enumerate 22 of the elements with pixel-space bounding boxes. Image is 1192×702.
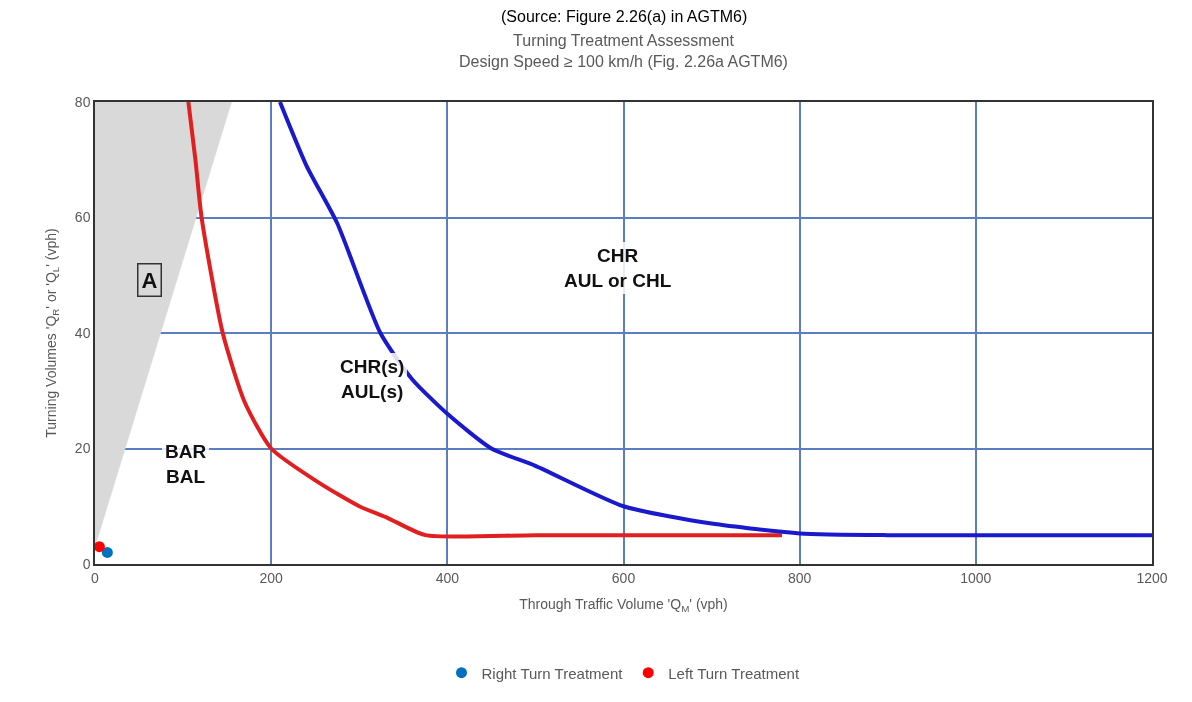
- line-series: [277, 102, 1152, 538]
- y-tick-label: 60: [74, 209, 91, 226]
- chart-title: Turning Treatment Assessment: [513, 32, 735, 49]
- x-tick-label: 600: [611, 569, 636, 586]
- chart-subtitle: Design Speed ≥ 100 km/h (Fig. 2.26a AGTM6): [459, 52, 788, 70]
- annotation: CHR AUL or CHL: [564, 245, 672, 291]
- annotation: A: [141, 267, 158, 293]
- y-tick-label: 40: [74, 324, 91, 341]
- annotation: BAR BAL: [165, 441, 207, 487]
- x-tick-label: 400: [435, 569, 460, 586]
- y-tick-label: 20: [74, 440, 91, 457]
- y-tick-label: 0: [82, 555, 91, 572]
- x-tick-label: 200: [259, 569, 284, 586]
- legend-label: Right Turn Treatment: [481, 664, 624, 682]
- x-axis-title: Through Traffic Volume 'Q$_{M}$' (vph): [519, 596, 728, 615]
- x-tick-label: 1000: [960, 569, 992, 586]
- x-tick-label: 1200: [1136, 569, 1168, 586]
- x-tick-label: 800: [787, 569, 812, 586]
- text: (Source: Figure 2.26(a) in AGTM6): [501, 8, 748, 25]
- annotation: CHR(s) AUL(s): [340, 356, 405, 402]
- legend-label: Left Turn Treatment: [668, 664, 800, 682]
- y-tick-label: 80: [74, 93, 91, 110]
